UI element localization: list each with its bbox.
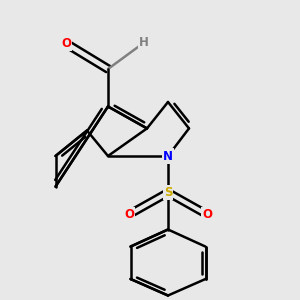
Text: O: O [61,37,71,50]
Text: H: H [139,36,149,49]
Text: O: O [124,208,134,221]
Text: S: S [164,186,172,199]
Text: N: N [163,149,173,163]
Text: O: O [202,208,212,221]
